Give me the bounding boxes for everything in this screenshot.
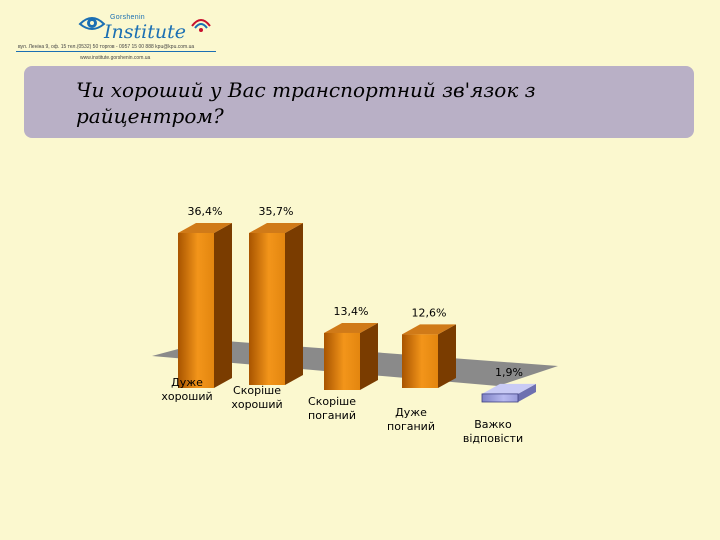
- address-line-1: вул. Леніна 9, оф. 15 тел.(0532) 50 торг…: [18, 44, 195, 50]
- category-label: Скоріше поганий: [308, 395, 356, 422]
- eye-logo-icon: [78, 17, 106, 30]
- bar-side: [518, 383, 536, 402]
- logo-name: Institute: [104, 21, 186, 43]
- header: Gorshenin Institute вул. Леніна 9, оф. 1…: [0, 0, 720, 64]
- bar-4: [402, 324, 456, 388]
- value-label: 1,9%: [495, 366, 523, 379]
- bar-front: [481, 393, 519, 403]
- value-label: 12,6%: [412, 306, 447, 319]
- bar-top: [324, 322, 378, 333]
- category-label: Дуже хороший: [161, 376, 212, 403]
- bar-top: [178, 223, 232, 233]
- value-label: 13,4%: [334, 305, 369, 318]
- address-divider: [16, 51, 216, 52]
- bar-front: [178, 233, 214, 388]
- bar-side: [285, 222, 303, 385]
- bar-front: [402, 334, 438, 388]
- title-panel: [24, 66, 694, 138]
- bar-top: [482, 383, 536, 394]
- bar-top: [402, 324, 456, 335]
- category-label: Важко відповісти: [463, 418, 523, 445]
- category-label: Скоріше хороший: [231, 384, 282, 411]
- bar-3: [324, 322, 378, 390]
- bar-1: [178, 223, 232, 388]
- category-label: Дуже поганий: [387, 406, 435, 433]
- chart-title: Чи хороший у Вас транспортний зв'язок з …: [76, 78, 536, 128]
- bar-side: [438, 324, 456, 388]
- bar-5: [481, 383, 536, 403]
- bar-front: [249, 232, 285, 385]
- address-line-2: www.institute.gorshenin.com.ua: [80, 55, 151, 61]
- logo-subtitle: Gorshenin: [110, 14, 145, 21]
- partner-logo-icon: [191, 19, 211, 32]
- bar-top: [249, 222, 303, 233]
- value-label: 36,4%: [188, 205, 223, 218]
- bar-front: [324, 332, 360, 390]
- value-label: 35,7%: [259, 205, 294, 218]
- bar-side: [214, 223, 232, 388]
- bar-2: [249, 222, 303, 385]
- bar-side: [360, 322, 378, 390]
